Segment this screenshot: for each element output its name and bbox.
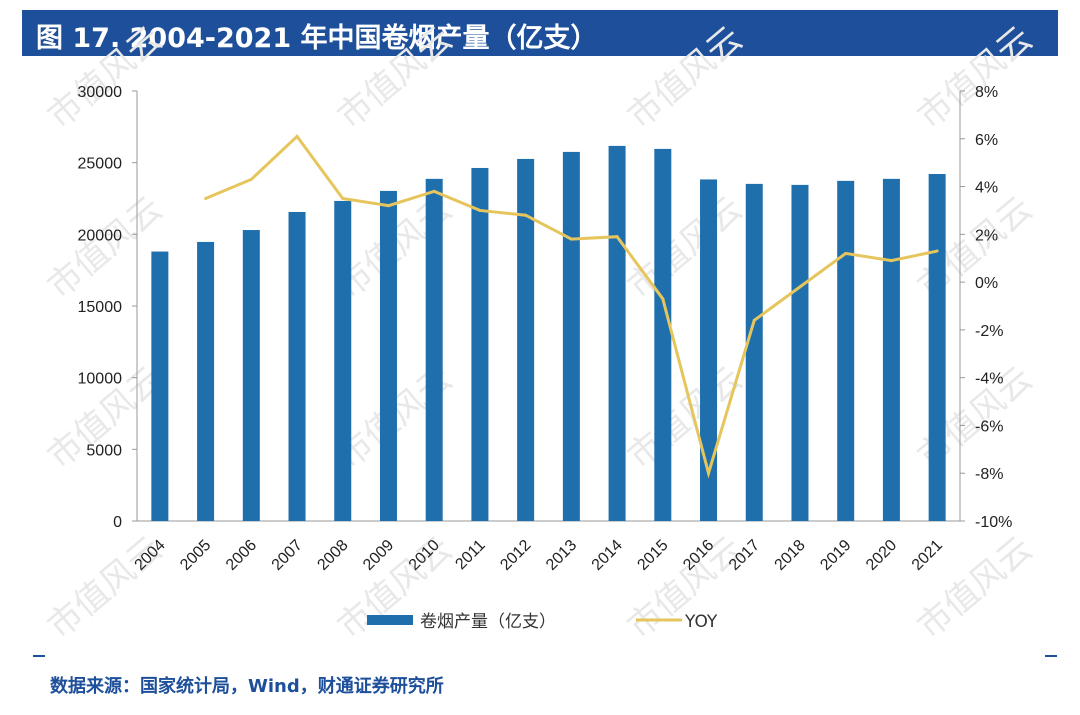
bar-2008 <box>334 200 352 522</box>
bar-2011 <box>471 167 489 521</box>
x-tick-label: 2015 <box>634 537 671 574</box>
bar-2017 <box>745 183 763 521</box>
bar-2021 <box>928 173 946 522</box>
right-tick-label: 4% <box>975 180 998 197</box>
bar-2016 <box>700 179 718 522</box>
yoy-point-2019 <box>844 251 848 255</box>
bar-2013 <box>562 151 580 521</box>
watermark: 市值风云 <box>330 19 460 137</box>
left-tick-label: 15000 <box>78 299 123 316</box>
watermark: 市值风云 <box>620 189 750 307</box>
watermark: 市值风云 <box>40 19 170 137</box>
bar-2009 <box>379 190 397 522</box>
x-tick-label: 2011 <box>452 537 488 573</box>
legend-bar-swatch <box>367 615 413 625</box>
legend: 卷烟产量（亿支） YOY <box>367 612 718 632</box>
legend-bar-label: 卷烟产量（亿支） <box>420 612 556 632</box>
watermark: 市值风云 <box>620 359 750 477</box>
watermark: 市值风云 <box>620 19 750 137</box>
bar-2007 <box>288 211 306 521</box>
yoy-point-2007 <box>295 134 299 138</box>
right-tick-label: -10% <box>975 514 1012 531</box>
x-tick-label: 2012 <box>497 537 534 574</box>
legend-line-label: YOY <box>684 612 718 632</box>
bar-2010 <box>425 178 443 521</box>
watermark: 市值风云 <box>910 19 1040 137</box>
bar-2020 <box>882 178 900 521</box>
left-tick-label: 5000 <box>86 442 122 459</box>
right-tick-label: -2% <box>975 323 1003 340</box>
yoy-point-2005 <box>204 197 208 200</box>
left-tick-label: 25000 <box>78 156 123 173</box>
right-tick-label: -8% <box>975 466 1003 483</box>
left-tick-label: 10000 <box>78 371 123 388</box>
bar-2012 <box>517 158 535 521</box>
x-tick-label: 2020 <box>863 537 900 574</box>
yoy-point-2010 <box>432 189 436 193</box>
yoy-point-2017 <box>752 318 756 322</box>
right-tick-label: 6% <box>975 132 998 149</box>
watermark: 市值风云 <box>40 189 170 307</box>
right-tick-label: -4% <box>975 371 1003 388</box>
x-tick-label: 2005 <box>177 537 214 574</box>
yoy-point-2012 <box>524 213 528 217</box>
x-tick-label: 2013 <box>543 537 580 574</box>
x-tick-label: 2021 <box>909 537 946 574</box>
right-tick-label: 0% <box>975 275 998 292</box>
yoy-point-2015 <box>661 297 665 301</box>
left-tick-label: 30000 <box>78 84 123 101</box>
left-tick-label: 20000 <box>78 227 123 244</box>
yoy-point-2018 <box>798 285 802 289</box>
bar-2018 <box>791 184 809 521</box>
bar-2015 <box>654 148 672 521</box>
divider-right <box>1045 655 1057 657</box>
x-tick-label: 2007 <box>269 537 306 574</box>
x-tick-label: 2019 <box>817 537 854 574</box>
bar-2004 <box>151 251 169 522</box>
x-tick-label: 2008 <box>314 537 351 574</box>
yoy-point-2008 <box>341 197 345 200</box>
bar-2014 <box>608 145 626 521</box>
right-tick-label: 8% <box>975 84 998 101</box>
bar-2006 <box>242 230 260 522</box>
yoy-point-2021 <box>935 249 939 253</box>
title-bar: 图 17. 2004-2021 年中国卷烟产量（亿支） <box>22 10 1058 56</box>
right-tick-label: 2% <box>975 227 998 244</box>
bar-2019 <box>837 180 855 521</box>
right-tick-label: -6% <box>975 418 1003 435</box>
source-note: 数据来源：国家统计局，Wind，财通证券研究所 <box>50 676 444 697</box>
yoy-point-2009 <box>386 204 390 208</box>
bar-2005 <box>197 241 215 521</box>
x-tick-label: 2018 <box>772 537 809 574</box>
x-tick-label: 2014 <box>589 537 626 574</box>
yoy-point-2006 <box>249 177 253 181</box>
chart-title: 图 17. 2004-2021 年中国卷烟产量（亿支） <box>36 23 598 54</box>
yoy-point-2011 <box>478 208 482 212</box>
x-tick-label: 2006 <box>223 537 260 574</box>
yoy-point-2016 <box>707 471 711 475</box>
divider-left <box>33 655 45 657</box>
left-tick-label: 0 <box>113 514 122 531</box>
yoy-point-2020 <box>889 259 893 263</box>
yoy-point-2013 <box>569 237 573 241</box>
yoy-point-2014 <box>615 235 619 239</box>
